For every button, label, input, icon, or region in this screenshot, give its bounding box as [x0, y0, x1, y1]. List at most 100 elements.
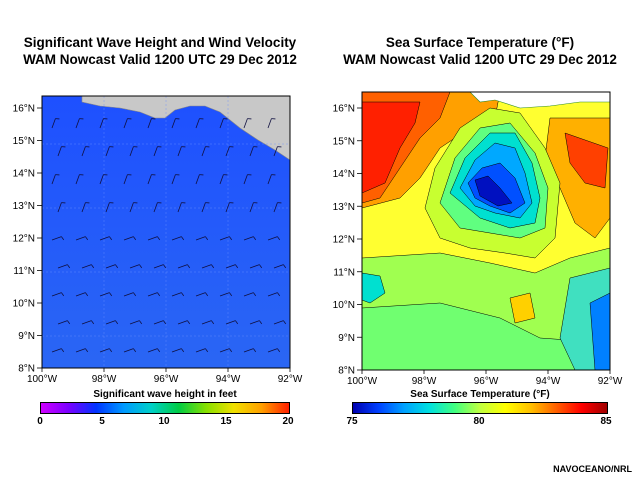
wind-barb [123, 292, 134, 297]
colorbar-tick-label: 0 [37, 416, 43, 427]
wind-barb-flag [277, 236, 281, 241]
wind-barb-flag [85, 292, 89, 297]
wind-barb-flag [259, 264, 263, 269]
wind-barb-flag [181, 348, 185, 353]
lat-label: 13°N [13, 201, 35, 212]
wind-barb [195, 236, 206, 241]
wind-barb [171, 292, 182, 297]
wind-barb-flag [109, 236, 113, 241]
wind-barb [57, 202, 62, 213]
wind-barb [171, 174, 176, 185]
lon-label: 96°W [154, 374, 179, 385]
wave-height-map: 16°N 15°N 14°N 13°N 12°N 11°N 10°N 9°N 8°N 100°W… [13, 95, 303, 385]
wind-barb-flag [283, 264, 287, 269]
lat-label: 8°N [338, 366, 355, 377]
lat-label: 16°N [333, 104, 355, 115]
lon-label: 96°W [474, 376, 499, 387]
wind-barb-flag [253, 348, 257, 353]
wind-barb-flag [205, 236, 209, 241]
sst-title: Sea Surface Temperature (°F) WAM Nowcast… [320, 34, 640, 68]
wind-barb [267, 118, 272, 129]
latitude-axis: 16°N 15°N 14°N 13°N 12°N 11°N 10°N 9°N 8°N [13, 104, 42, 375]
wind-barb-flag [157, 236, 161, 241]
sst-contours [362, 92, 610, 370]
wind-barb [105, 320, 116, 325]
wind-barb [201, 264, 212, 269]
colorbar-tick-label: 5 [99, 416, 105, 427]
wind-barb-flag [91, 320, 95, 325]
lon-label: 100°W [27, 374, 58, 385]
wind-barb-flag [109, 348, 113, 353]
lat-label: 11°N [333, 267, 355, 278]
wind-barb [219, 348, 230, 353]
colorbar-tick-label: 80 [473, 416, 485, 427]
wave-title-line2: WAM Nowcast Valid 1200 UTC 29 Dec 2012 [23, 52, 297, 67]
wind-barb [99, 174, 104, 185]
wind-barb [57, 264, 68, 269]
graticule [42, 96, 290, 368]
lat-label: 16°N [13, 104, 35, 115]
lon-label: 100°W [347, 376, 378, 387]
lat-label: 9°N [18, 331, 35, 342]
wind-barb-flag [163, 264, 167, 269]
wind-barb [81, 146, 86, 157]
wind-barb-flag [91, 264, 95, 269]
wind-barb-flag [61, 292, 65, 297]
wind-barb-flag [181, 236, 185, 241]
wind-barb [57, 320, 68, 325]
coastline [469, 92, 610, 109]
wind-barb [219, 236, 230, 241]
wind-barb [243, 348, 254, 353]
wind-barb-flag [85, 348, 89, 353]
wind-barb [99, 292, 110, 297]
wave-title-line1: Significant Wave Height and Wind Velocit… [23, 35, 297, 50]
wind-barb-flag [157, 348, 161, 353]
wind-barb [123, 174, 128, 185]
wind-barb-flag [133, 292, 137, 297]
wind-barb-flag [229, 236, 233, 241]
wind-barb-flag [277, 348, 281, 353]
wind-barb [129, 202, 134, 213]
wind-barb-flag [139, 264, 143, 269]
wind-barbs [51, 118, 287, 353]
wind-barb [105, 264, 116, 269]
wind-barb-flag [157, 292, 161, 297]
wind-barb [129, 320, 140, 325]
wind-barb [171, 348, 182, 353]
wind-barb [123, 236, 134, 241]
wind-barb [51, 292, 62, 297]
colorbar-tick-label: 20 [282, 416, 294, 427]
wind-barb [177, 264, 188, 269]
wind-barb-flag [133, 236, 137, 241]
wind-barb [219, 118, 224, 129]
sst-colorbar-title: Sea Surface Temperature (°F) [410, 389, 550, 400]
lon-label: 92°W [278, 374, 303, 385]
wind-barb [267, 348, 278, 353]
lon-label: 98°W [412, 376, 437, 387]
wind-barb [225, 264, 236, 269]
wind-barb [195, 292, 206, 297]
wind-barb [147, 236, 158, 241]
wind-barb [105, 202, 110, 213]
wind-barb [147, 292, 158, 297]
wind-barb-flag [181, 292, 185, 297]
wind-barb [147, 174, 152, 185]
wind-barb-flag [61, 348, 65, 353]
wind-barb [243, 292, 254, 297]
wind-barb [51, 118, 56, 129]
wind-barb-flag [115, 264, 119, 269]
lat-label: 12°N [333, 235, 355, 246]
wind-barb-flag [139, 320, 143, 325]
wind-barb-flag [205, 348, 209, 353]
sst-latitude-axis: 16°N 15°N 14°N 13°N 12°N 11°N 10°N 9°N 8°N [333, 104, 362, 377]
sst-title-line2: WAM Nowcast Valid 1200 UTC 29 Dec 2012 [343, 52, 617, 67]
colorbar-tick-label: 85 [600, 416, 612, 427]
wind-barb [153, 146, 158, 157]
wind-barb [273, 320, 284, 325]
lon-label: 92°W [598, 376, 623, 387]
wind-barb [75, 118, 80, 129]
wind-barb [267, 292, 278, 297]
wind-barb [123, 348, 134, 353]
wind-barb [171, 236, 182, 241]
wind-barb [75, 174, 80, 185]
